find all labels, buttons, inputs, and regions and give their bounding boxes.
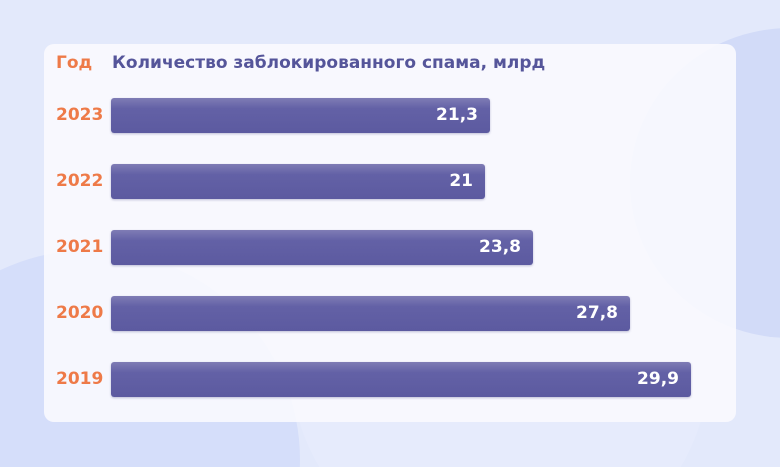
bar-2019: 29,9 <box>111 362 691 397</box>
bar-2023: 21,3 <box>111 98 490 133</box>
year-label-2023: 2023 <box>56 105 104 125</box>
year-label-2021: 2021 <box>56 237 104 257</box>
year-label-2022: 2022 <box>56 171 104 191</box>
bar-value: 27,8 <box>576 303 618 323</box>
bar-2021: 23,8 <box>111 230 533 265</box>
year-label-2019: 2019 <box>56 369 104 389</box>
chart-title: Количество заблокированного спама, млрд <box>112 53 546 73</box>
bar-value: 23,8 <box>479 237 521 257</box>
bar-2022: 21 <box>111 164 485 199</box>
bar-2020: 27,8 <box>111 296 630 331</box>
bar-value: 21 <box>449 171 473 191</box>
bar-value: 29,9 <box>637 369 679 389</box>
year-label-2020: 2020 <box>56 303 104 323</box>
year-column-header: Год <box>56 53 93 73</box>
bar-value: 21,3 <box>436 105 478 125</box>
